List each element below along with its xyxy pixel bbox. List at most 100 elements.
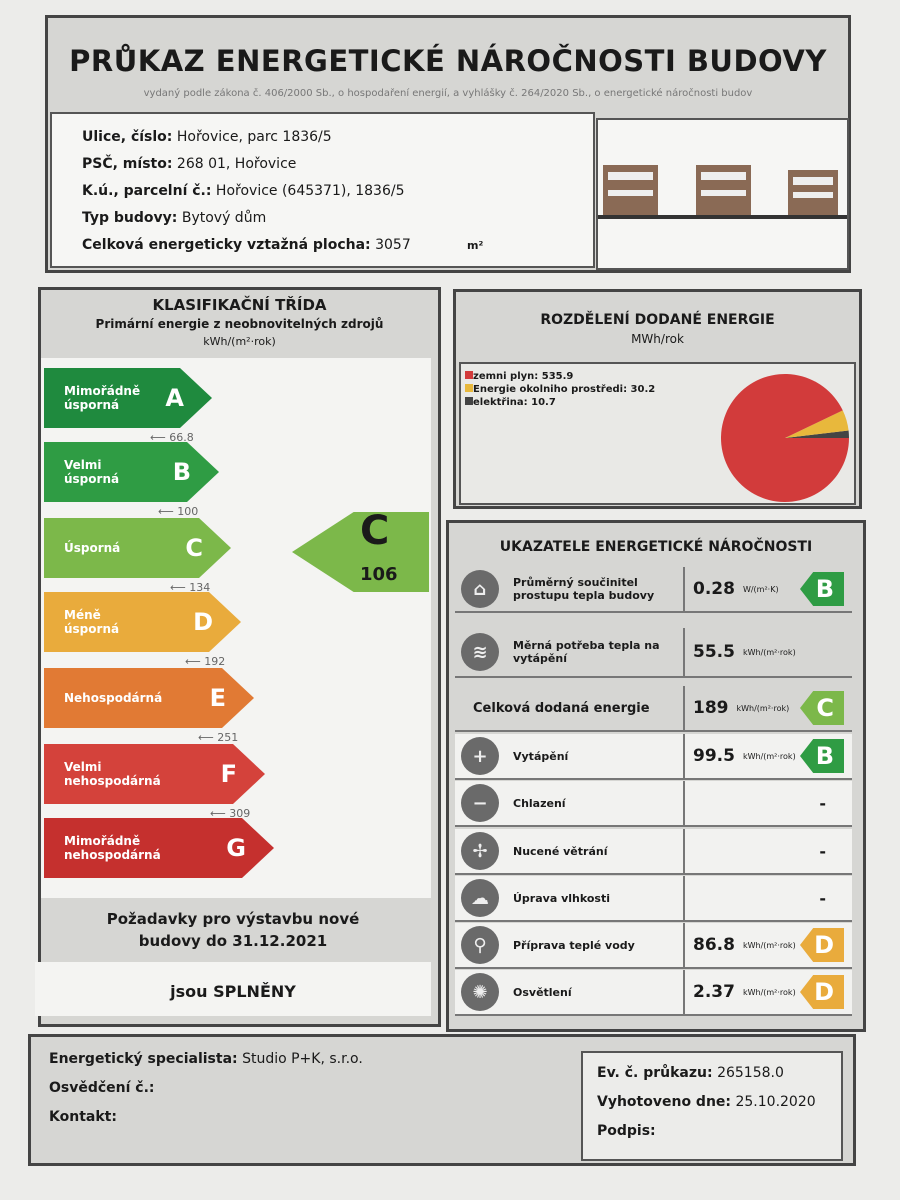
legend-label: elektřina: 10.7 <box>473 397 556 408</box>
classification-unit: kWh/(m²·rok) <box>203 335 276 348</box>
class-letter: C <box>185 534 203 562</box>
indicator-class-badge: D <box>800 928 844 962</box>
class-letter: G <box>226 834 246 862</box>
distribution-title: ROZDĚLENÍ DODANÉ ENERGIE <box>540 312 775 328</box>
legend-label: Energie okolniho prostředi: 30.2 <box>473 384 656 395</box>
house-icon: ⌂ <box>461 570 499 608</box>
indicator-unit: kWh/(m²·rok) <box>742 647 796 657</box>
indicator-value: 55.5 <box>693 642 735 662</box>
heating-thermometer-icon: + <box>461 737 499 775</box>
date-value: 25.10.2020 <box>735 1094 816 1110</box>
heat-thermometer-icon: ≋ <box>461 633 499 671</box>
indicator-label: Měrná potřeba tepla na vytápění <box>513 639 660 665</box>
building-image <box>596 118 849 270</box>
indicator-label: Nucené větrání <box>513 844 608 858</box>
indicator-value: - <box>819 888 826 908</box>
indicator-value: 0.28 <box>693 579 735 599</box>
light-bulb-icon: ✺ <box>461 973 499 1011</box>
class-threshold: 100 <box>158 505 198 518</box>
energy-class-bar-e: Nehospodárná E <box>44 668 254 728</box>
indicator-value: - <box>819 841 826 861</box>
class-threshold: 134 <box>170 581 210 594</box>
indicator-unit: kWh/(m²·rok) <box>742 751 796 761</box>
fan-icon: ✢ <box>461 832 499 870</box>
indicator-row: ⌂ Průměrný součinitel prostupu tepla budo… <box>455 567 852 613</box>
area-label: Celková energeticky vztažná plocha: <box>82 237 371 253</box>
class-label: Velmi nehospodárná <box>64 760 161 788</box>
energy-class-bar-b: Velmi úsporná B <box>44 442 219 502</box>
indicator-class-badge: C <box>800 691 844 725</box>
area-value: 3057 <box>375 237 411 253</box>
psc-value: 268 01, Hořovice <box>176 156 297 172</box>
indicator-row: ⚲ Příprava teplé vody 86.8 kWh/(m²·rok) D <box>455 923 852 969</box>
header-box: PRŮKAZ ENERGETICKÉ NÁROČNOSTI BUDOVY vyd… <box>45 15 851 273</box>
document-title: PRŮKAZ ENERGETICKÉ NÁROČNOSTI BUDOVY <box>69 44 827 78</box>
class-label: Úsporná <box>64 541 121 555</box>
classification-subtitle: Primární energie z neobnovitelných zdroj… <box>95 317 384 331</box>
street-value: Hořovice, parc 1836/5 <box>176 129 332 145</box>
legend-swatch <box>465 397 473 405</box>
energy-class-bar-f: Velmi nehospodárná F <box>44 744 265 804</box>
building-illustration <box>598 165 847 219</box>
faucet-icon: ⚲ <box>461 926 499 964</box>
class-label: Mimořádně úsporná <box>64 384 141 412</box>
indicator-label: Úprava vlhkosti <box>513 891 611 905</box>
class-letter: D <box>193 608 213 636</box>
energy-class-bar-g: Mimořádně nehospodárná G <box>44 818 274 878</box>
cooling-thermometer-icon: − <box>461 784 499 822</box>
energy-class-bar-c: Úsporná C <box>44 518 231 578</box>
ku-label: K.ú., parcelní č.: <box>82 183 212 199</box>
class-letter: A <box>165 384 184 412</box>
legend-item: zemni plyn: 535.9 <box>465 370 655 383</box>
indicator-label: Průměrný součinitel prostupu tepla budov… <box>513 576 655 602</box>
type-value: Bytový dům <box>181 210 267 226</box>
class-label: Nehospodárná <box>64 691 163 705</box>
requirements-box: Požadavky pro výstavbu nové budovy do 31… <box>35 900 431 1018</box>
indicator-label: Chlazení <box>513 796 566 810</box>
signature-label: Podpis: <box>597 1123 656 1139</box>
indicator-class-badge: D <box>800 975 844 1009</box>
certificate-info: Ev. č. průkazu: 265158.0 Vyhotoveno dne:… <box>581 1051 843 1161</box>
footer-box: Energetický specialista: Studio P+K, s.r… <box>28 1034 856 1166</box>
requirements-status: jsou SPLNĚNY <box>35 962 431 1016</box>
class-threshold: 66.8 <box>150 431 194 444</box>
legend-item: Energie okolniho prostředi: 30.2 <box>465 383 655 396</box>
indicator-row: Celková dodaná energie 189 kWh/(m²·rok) C <box>455 686 852 732</box>
indicator-row: ✢ Nucené větrání - <box>455 829 852 875</box>
ev-label: Ev. č. průkazu: <box>597 1065 713 1081</box>
indicator-row: ≋ Měrná potřeba tepla na vytápění 55.5 kWh/… <box>455 628 852 678</box>
requirements-title: Požadavky pro výstavbu nové budovy do 31… <box>106 910 360 950</box>
classification-title: KLASIFIKAČNÍ TŘÍDA <box>152 296 327 314</box>
class-letter: B <box>172 458 191 486</box>
specialist-label: Energetický specialista: <box>49 1051 238 1067</box>
indicator-value: 189 <box>693 698 729 718</box>
class-threshold: 251 <box>198 731 238 744</box>
class-letter: F <box>220 760 237 788</box>
pie-chart <box>721 374 849 502</box>
energy-class-bar-a: Mimořádně úsporná A <box>44 368 212 428</box>
indicator-unit: W/(m²·K) <box>742 584 779 594</box>
pie-slice-1 <box>785 410 849 438</box>
result-class-value: 106 <box>360 564 398 585</box>
psc-label: PSČ, místo: <box>82 156 173 172</box>
class-threshold: 192 <box>185 655 225 668</box>
pie-slice-2 <box>785 430 849 438</box>
legend-item: elektřina: 10.7 <box>465 396 655 409</box>
indicator-value: 99.5 <box>693 746 735 766</box>
distribution-panel: ROZDĚLENÍ DODANÉ ENERGIE MWh/rok zemni p… <box>453 289 862 509</box>
indicator-label: Příprava teplé vody <box>513 938 635 952</box>
date-label: Vyhotoveno dne: <box>597 1094 732 1110</box>
legend-label: zemni plyn: 535.9 <box>473 371 574 382</box>
indicator-label: Celková dodaná energie <box>473 700 650 716</box>
indicator-unit: kWh/(m²·rok) <box>742 987 796 997</box>
document-subtitle: vydaný podle zákona č. 406/2000 Sb., o h… <box>143 88 753 99</box>
area-unit: m² <box>467 239 484 252</box>
indicator-row: ✺ Osvětlení 2.37 kWh/(m²·rok) D <box>455 970 852 1016</box>
class-threshold: 309 <box>210 807 250 820</box>
indicator-row: + Vytápění 99.5 kWh/(m²·rok) B <box>455 734 852 780</box>
class-label: Méně úsporná <box>64 608 120 636</box>
result-class-letter: C <box>360 508 390 554</box>
ev-value: 265158.0 <box>717 1065 784 1081</box>
certificate-label: Osvědčení č.: <box>49 1080 155 1096</box>
indicator-label: Vytápění <box>513 749 569 763</box>
